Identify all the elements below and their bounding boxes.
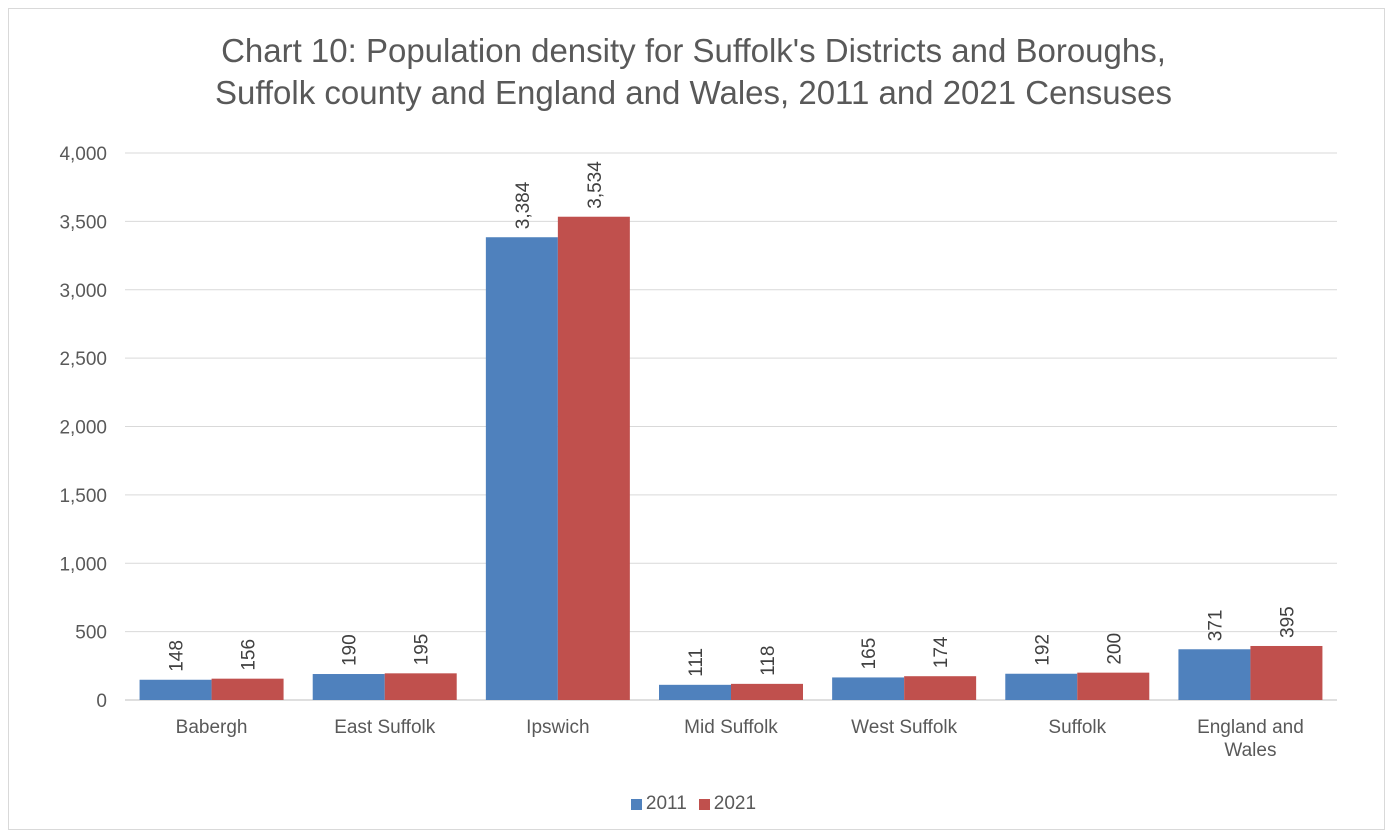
data-label-england-and-wales-2021: 395 bbox=[1277, 606, 1298, 638]
y-tick-label-1000: 1,000 bbox=[59, 554, 107, 575]
bar-ipswich-2021 bbox=[557, 216, 630, 700]
y-tick-label-4000: 4,000 bbox=[59, 144, 107, 165]
x-tick-label-babergh: Babergh bbox=[176, 717, 248, 738]
legend: 2011 2021 bbox=[0, 793, 1387, 815]
data-label-ipswich-2021: 3,534 bbox=[585, 161, 606, 209]
chart-title-line-2: Suffolk county and England and Wales, 20… bbox=[214, 74, 1173, 111]
bar-england-and-wales-2021 bbox=[1250, 645, 1323, 700]
legend-item-2011: 2011 bbox=[630, 793, 687, 815]
y-tick-label-1500: 1,500 bbox=[59, 486, 107, 507]
bar-east-suffolk-2011 bbox=[312, 674, 385, 700]
data-label-england-and-wales-2011: 371 bbox=[1205, 610, 1226, 642]
bar-east-suffolk-2021 bbox=[384, 673, 457, 700]
bar-west-suffolk-2011 bbox=[832, 677, 905, 700]
legend-label-2011: 2011 bbox=[645, 793, 687, 814]
data-label-babergh-2011: 148 bbox=[167, 640, 188, 672]
legend-swatch-2021 bbox=[698, 798, 710, 810]
x-tick-label-ipswich: Ipswich bbox=[526, 717, 589, 738]
y-tick-label-3500: 3,500 bbox=[59, 212, 107, 233]
chart-frame bbox=[8, 8, 1385, 830]
legend-swatch-2011 bbox=[630, 798, 642, 810]
data-label-suffolk-2011: 192 bbox=[1032, 634, 1053, 666]
x-tick-label-england-and-wales: England and Wales bbox=[1197, 717, 1304, 761]
x-tick-label-mid-suffolk: Mid Suffolk bbox=[684, 717, 778, 738]
bar-mid-suffolk-2021 bbox=[731, 683, 803, 700]
y-tick-label-2500: 2,500 bbox=[59, 349, 107, 370]
data-label-babergh-2021: 156 bbox=[239, 639, 260, 671]
data-label-mid-suffolk-2021: 118 bbox=[758, 646, 779, 676]
y-tick-label-3000: 3,000 bbox=[59, 281, 107, 302]
bar-england-and-wales-2011 bbox=[1178, 649, 1251, 700]
legend-label-2021: 2021 bbox=[713, 793, 757, 814]
data-label-east-suffolk-2011: 190 bbox=[340, 634, 361, 666]
bar-suffolk-2021 bbox=[1077, 672, 1150, 700]
bar-babergh-2011 bbox=[139, 679, 212, 700]
data-label-west-suffolk-2021: 174 bbox=[931, 636, 952, 668]
bar-mid-suffolk-2011 bbox=[659, 684, 731, 700]
data-label-west-suffolk-2011: 165 bbox=[859, 638, 880, 670]
y-tick-label-2000: 2,000 bbox=[59, 418, 107, 439]
data-label-east-suffolk-2021: 195 bbox=[412, 634, 433, 666]
data-label-suffolk-2021: 200 bbox=[1104, 633, 1125, 665]
bar-ipswich-2011 bbox=[485, 237, 558, 700]
chart-title-line-1: Chart 10: Population density for Suffolk… bbox=[221, 32, 1166, 69]
data-label-ipswich-2011: 3,384 bbox=[513, 181, 534, 229]
bar-west-suffolk-2021 bbox=[904, 676, 977, 700]
y-tick-label-500: 500 bbox=[75, 623, 107, 644]
x-tick-label-suffolk: Suffolk bbox=[1048, 717, 1106, 738]
bar-babergh-2021 bbox=[211, 678, 284, 700]
data-label-mid-suffolk-2011: 111 bbox=[686, 648, 707, 677]
legend-item-2021: 2021 bbox=[698, 793, 757, 815]
x-tick-label-west-suffolk: West Suffolk bbox=[851, 717, 957, 738]
chart-title: Chart 10: Population density for Suffolk… bbox=[0, 30, 1387, 114]
bar-suffolk-2011 bbox=[1005, 673, 1078, 700]
y-tick-label-0: 0 bbox=[96, 691, 107, 712]
x-tick-label-east-suffolk: East Suffolk bbox=[334, 717, 436, 738]
